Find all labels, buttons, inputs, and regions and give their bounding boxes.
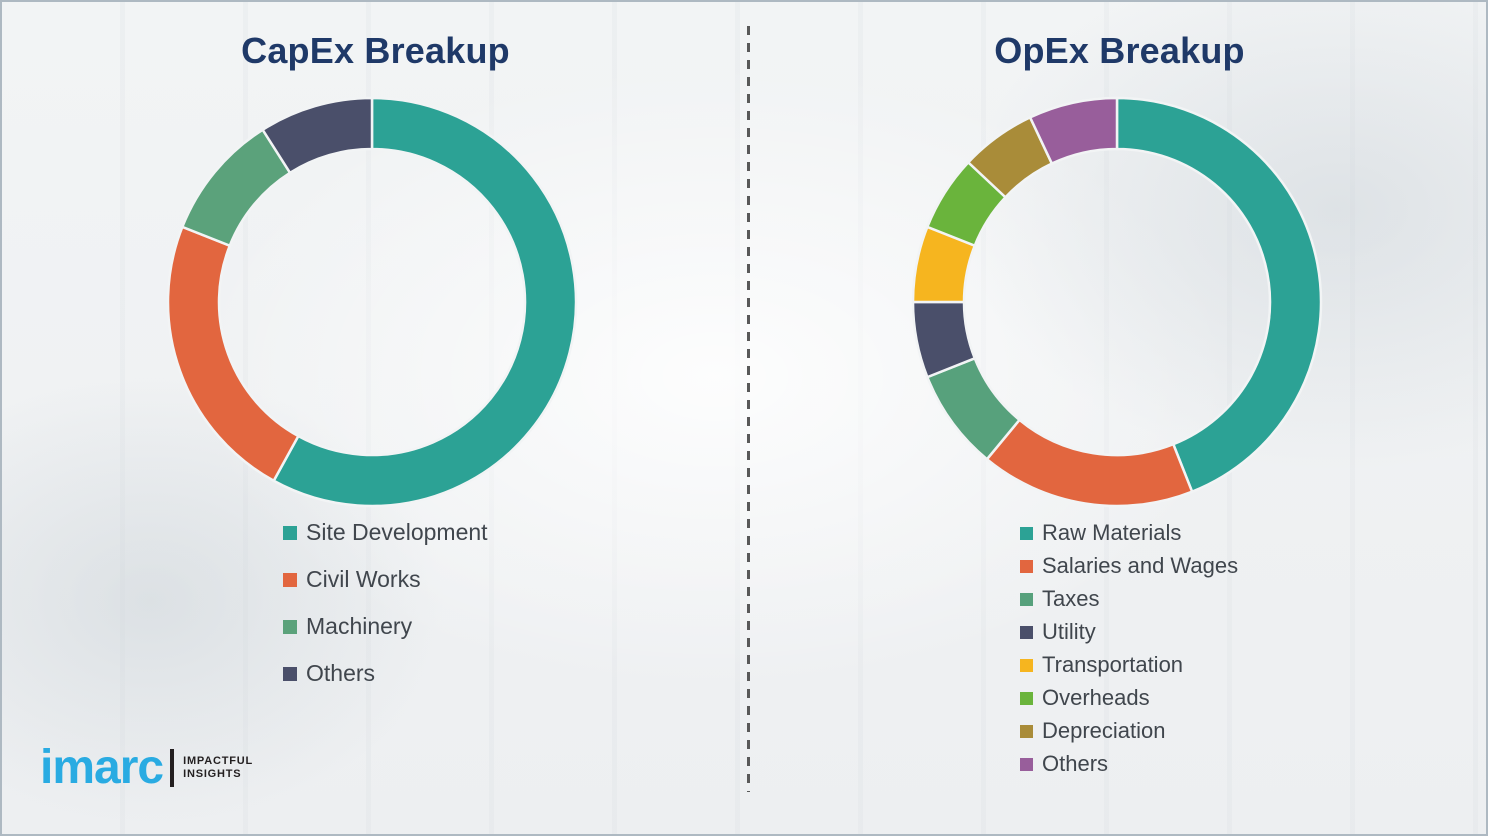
legend-label: Machinery (306, 613, 413, 639)
legend-label: Site Development (306, 519, 488, 545)
legend-item: Taxes (1020, 586, 1238, 612)
legend-item: Depreciation (1020, 718, 1238, 744)
legend-item: Site Development (283, 519, 488, 546)
legend-label: Others (1042, 751, 1109, 776)
legend-item: Overheads (1020, 685, 1238, 711)
legend-swatch (283, 525, 297, 540)
legend-label: Raw Materials (1042, 520, 1182, 545)
legend-swatch (283, 572, 297, 587)
opex-donut-chart (909, 94, 1325, 510)
capex-donut-chart (164, 94, 580, 510)
imarc-logo-text: imarc (40, 741, 164, 794)
legend-item: Machinery (283, 613, 488, 640)
donut-segment-0 (1115, 96, 1323, 494)
capex-panel: CapEx Breakup Site Development Civil Work… (2, 2, 749, 834)
legend-swatch (1020, 559, 1033, 573)
donut-segment-0 (272, 96, 578, 508)
legend-label: Salaries and Wages (1042, 553, 1239, 578)
opex-chart-title: OpEx Breakup (994, 30, 1245, 71)
legend-swatch (1020, 625, 1033, 639)
opex-panel: OpEx Breakup Raw Materials Salaries and W… (749, 2, 1486, 834)
legend-item: Utility (1020, 619, 1238, 645)
tagline-line-2: INSIGHTS (183, 768, 242, 780)
legend-swatch (1020, 724, 1033, 738)
capex-legend: Site Development Civil Works Machinery Othe… (283, 519, 488, 707)
legend-item: Civil Works (283, 566, 488, 593)
legend-label: Taxes (1042, 586, 1100, 611)
legend-swatch (1020, 658, 1033, 672)
legend-item: Transportation (1020, 652, 1238, 678)
legend-swatch (283, 666, 297, 681)
tagline-line-1: IMPACTFUL (183, 755, 254, 767)
donut-segment-7 (1028, 96, 1119, 166)
legend-label: Civil Works (306, 566, 421, 592)
legend-item: Others (283, 660, 488, 687)
legend-swatch (283, 619, 297, 634)
legend-label: Overheads (1042, 685, 1150, 710)
legend-label: Utility (1042, 619, 1096, 644)
legend-item: Raw Materials (1020, 520, 1238, 546)
legend-swatch (1020, 757, 1033, 771)
legend-swatch (1020, 592, 1033, 606)
legend-label: Depreciation (1042, 718, 1166, 743)
legend-swatch (1020, 691, 1033, 705)
legend-item: Salaries and Wages (1020, 553, 1238, 579)
logo-tagline: IMPACTFUL INSIGHTS (183, 755, 253, 781)
logo-divider-bar (170, 749, 175, 787)
legend-label: Others (306, 660, 376, 686)
donut-segment-1 (166, 225, 300, 483)
legend-swatch (1020, 526, 1033, 540)
imarc-logo: imarc IMPACTFUL INSIGHTS (40, 744, 253, 792)
donut-segment-3 (260, 96, 374, 175)
opex-legend: Raw Materials Salaries and Wages Taxes Util… (1020, 520, 1238, 784)
panel-divider-dashed-line (747, 26, 750, 792)
legend-label: Transportation (1042, 652, 1184, 677)
capex-chart-title: CapEx Breakup (241, 30, 510, 71)
donut-segment-1 (985, 418, 1194, 508)
legend-item: Others (1020, 751, 1238, 777)
